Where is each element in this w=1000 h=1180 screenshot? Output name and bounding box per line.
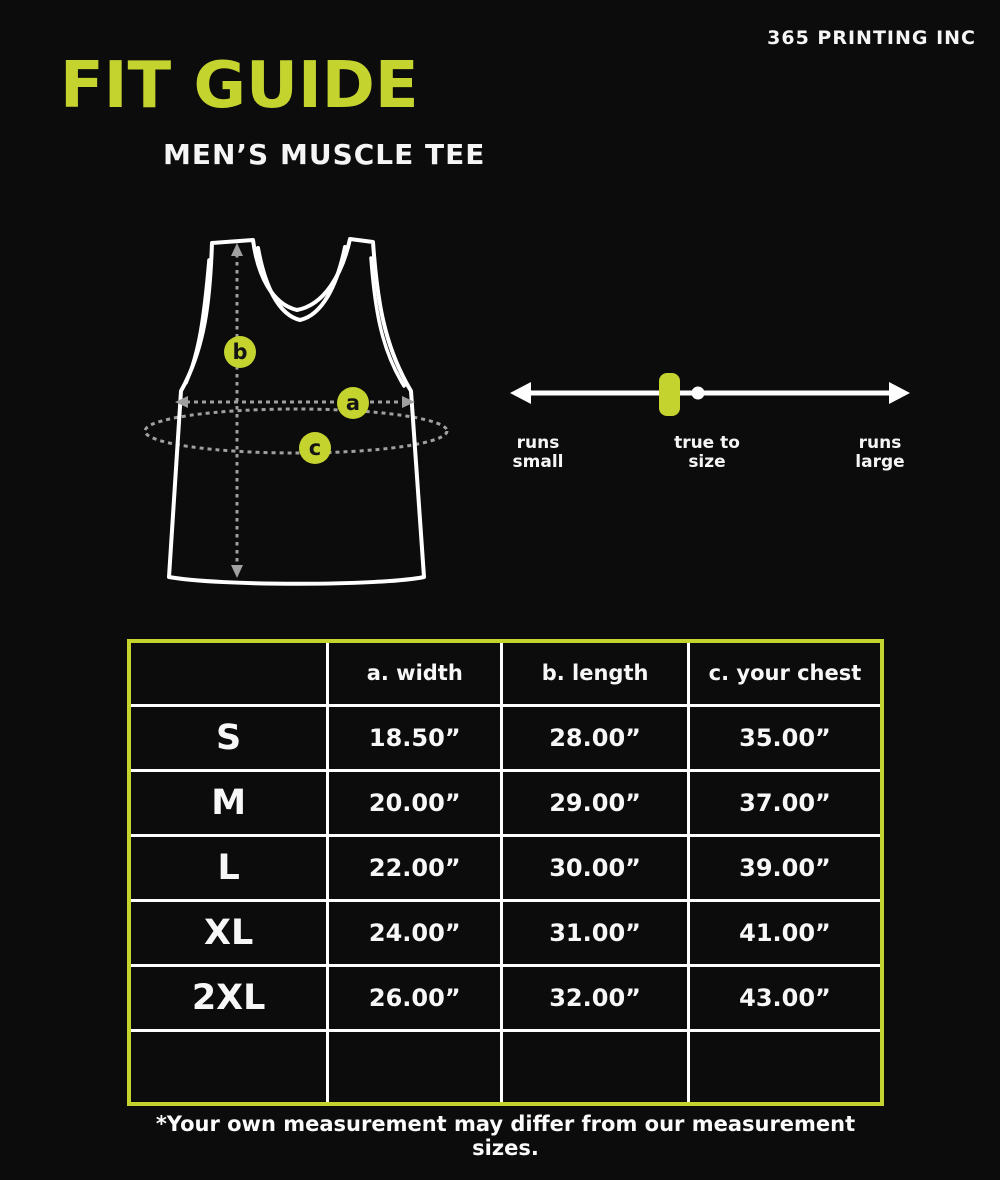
width-value: 20.00”	[326, 768, 504, 837]
size-label: 2XL	[127, 963, 330, 1032]
chest-value: 39.00”	[686, 833, 884, 902]
runs-large-line1: runs	[858, 433, 902, 453]
table-row-s: S 18.50” 28.00” 35.00”	[127, 703, 884, 772]
header-length: b. length	[500, 639, 690, 707]
width-value: 26.00”	[326, 963, 504, 1032]
runs-small-line1: runs	[516, 433, 560, 453]
chest-value	[686, 1028, 884, 1106]
armhole-trim-right	[369, 256, 406, 388]
width-arrow-head-left	[175, 396, 188, 408]
runs-small-line2: small	[512, 451, 564, 472]
fit-scale-arrow-left	[510, 382, 531, 404]
marker-chest-c: c	[299, 432, 331, 464]
table-row-m: M 20.00” 29.00” 37.00”	[127, 768, 884, 837]
chest-value: 35.00”	[686, 703, 884, 772]
length-value: 32.00”	[500, 963, 690, 1032]
runs-large-line2: large	[855, 451, 905, 472]
length-arrow-head-top	[231, 243, 243, 256]
measurement-disclaimer: *Your own measurement may differ from ou…	[155, 1112, 856, 1160]
chest-value: 37.00”	[686, 768, 884, 837]
neckline-inner	[256, 245, 347, 323]
length-value	[500, 1028, 690, 1106]
width-value: 18.50”	[326, 703, 504, 772]
length-arrow-head-bottom	[231, 565, 243, 578]
marker-c-label: c	[308, 435, 322, 460]
table-row-l: L 22.00” 30.00” 39.00”	[127, 833, 884, 902]
muscle-tee-diagram	[143, 237, 449, 586]
page-title: FIT GUIDE	[60, 49, 419, 123]
width-value	[326, 1028, 504, 1106]
marker-b-label: b	[232, 339, 248, 364]
width-value: 22.00”	[326, 833, 504, 902]
length-value: 29.00”	[500, 768, 690, 837]
chest-ellipse	[143, 407, 449, 455]
marker-width-a: a	[337, 387, 369, 419]
fit-scale-arrow-right	[889, 382, 910, 404]
size-label: XL	[127, 898, 330, 967]
fit-scale	[510, 373, 910, 416]
chest-value: 43.00”	[686, 963, 884, 1032]
size-label	[127, 1028, 330, 1106]
size-label: M	[127, 768, 330, 837]
length-value: 30.00”	[500, 833, 690, 902]
scale-label-runs-small: runs small	[478, 434, 598, 471]
length-value: 28.00”	[500, 703, 690, 772]
size-label: S	[127, 703, 330, 772]
marker-length-b: b	[224, 336, 256, 368]
length-value: 31.00”	[500, 898, 690, 967]
table-row-xl: XL 24.00” 31.00” 41.00”	[127, 898, 884, 967]
chest-value: 41.00”	[686, 898, 884, 967]
table-row-empty	[127, 1028, 884, 1106]
page-subtitle: MEN’S MUSCLE TEE	[163, 138, 486, 171]
header-width: a. width	[326, 639, 504, 707]
marker-a-label: a	[345, 390, 361, 415]
size-table: a. width b. length c. your chest S 18.50…	[127, 639, 884, 1106]
scale-label-runs-large: runs large	[820, 434, 940, 471]
true-to-size-line2: size	[688, 451, 726, 472]
true-to-size-line1: true to	[674, 433, 740, 453]
scale-label-true-to-size: true to size	[647, 434, 767, 471]
brand-name: 365 PRINTING INC	[767, 27, 976, 49]
fit-scale-indicator	[659, 373, 680, 416]
header-chest: c. your chest	[686, 639, 884, 707]
table-header-row: a. width b. length c. your chest	[127, 639, 884, 707]
width-arrow-head-right	[402, 396, 415, 408]
width-value: 24.00”	[326, 898, 504, 967]
header-size	[127, 639, 330, 707]
size-label: L	[127, 833, 330, 902]
table-row-2xl: 2XL 26.00” 32.00” 43.00”	[127, 963, 884, 1032]
armhole-trim-left	[184, 258, 211, 385]
fit-scale-center-dot	[691, 386, 705, 400]
